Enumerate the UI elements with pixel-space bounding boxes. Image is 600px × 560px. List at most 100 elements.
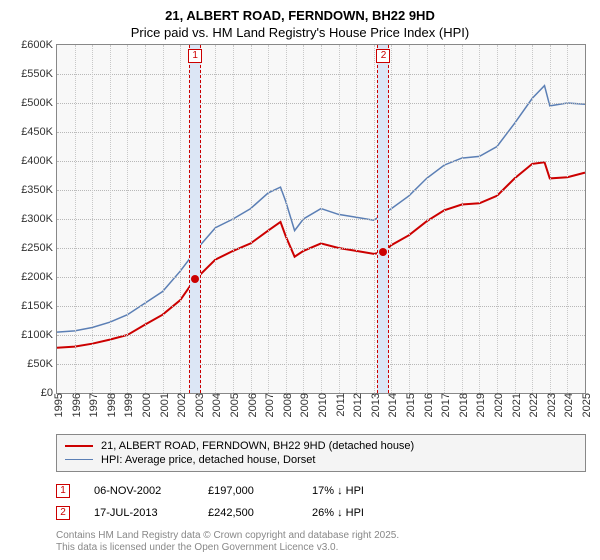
x-axis-label: 2009 — [295, 393, 311, 417]
grid-line-v — [215, 45, 216, 393]
x-axis-label: 2004 — [207, 393, 223, 417]
x-axis-label: 2001 — [155, 393, 171, 417]
grid-line-v — [92, 45, 93, 393]
chart-card: 21, ALBERT ROAD, FERNDOWN, BH22 9HD Pric… — [0, 0, 600, 560]
transaction-date: 06-NOV-2002 — [94, 485, 184, 497]
transaction-table: 1 06-NOV-2002 £197,000 17% ↓ HPI 2 17-JUL-201… — [56, 480, 586, 524]
grid-line-v — [75, 45, 76, 393]
grid-line-v — [391, 45, 392, 393]
chart-title: 21, ALBERT ROAD, FERNDOWN, BH22 9HD — [10, 8, 590, 25]
transaction-diff: 26% ↓ HPI — [312, 507, 392, 519]
x-axis-label: 1997 — [84, 393, 100, 417]
grid-line-v — [374, 45, 375, 393]
y-axis-label: £550K — [21, 68, 57, 80]
x-axis-label: 2014 — [383, 393, 399, 417]
x-axis-label: 2018 — [454, 393, 470, 417]
transaction-index: 1 — [56, 484, 70, 498]
x-axis-label: 2020 — [489, 393, 505, 417]
x-axis-label: 2006 — [243, 393, 259, 417]
grid-line-v — [462, 45, 463, 393]
footer: Contains HM Land Registry data © Crown c… — [56, 530, 586, 555]
x-axis-label: 2003 — [190, 393, 206, 417]
grid-line-v — [110, 45, 111, 393]
grid-line-v — [515, 45, 516, 393]
x-axis-label: 2005 — [225, 393, 241, 417]
y-axis-label: £100K — [21, 329, 57, 341]
transaction-index: 2 — [56, 506, 70, 520]
grid-line-v — [163, 45, 164, 393]
x-axis-label: 1998 — [102, 393, 118, 417]
grid-line-v — [356, 45, 357, 393]
y-axis-label: £200K — [21, 271, 57, 283]
x-axis-label: 2024 — [559, 393, 575, 417]
transaction-point — [379, 248, 387, 256]
grid-line-v — [497, 45, 498, 393]
grid-line-v — [268, 45, 269, 393]
legend-swatch — [65, 445, 93, 447]
plot-area: £0£50K£100K£150K£200K£250K£300K£350K£400… — [56, 44, 586, 394]
y-axis-label: £600K — [21, 39, 57, 51]
grid-line-v — [444, 45, 445, 393]
x-axis-label: 2013 — [366, 393, 382, 417]
x-axis-label: 2015 — [401, 393, 417, 417]
x-axis-label: 2021 — [507, 393, 523, 417]
x-axis-label: 2022 — [524, 393, 540, 417]
y-axis-label: £450K — [21, 126, 57, 138]
x-axis-label: 2023 — [542, 393, 558, 417]
x-axis-label: 2010 — [313, 393, 329, 417]
x-axis-label: 2007 — [260, 393, 276, 417]
footer-line-1: Contains HM Land Registry data © Crown c… — [56, 530, 586, 543]
transaction-row: 2 17-JUL-2013 £242,500 26% ↓ HPI — [56, 502, 586, 524]
x-axis-label: 2002 — [172, 393, 188, 417]
legend-label: 21, ALBERT ROAD, FERNDOWN, BH22 9HD (det… — [101, 440, 414, 452]
x-axis-label: 2012 — [348, 393, 364, 417]
x-axis-label: 2000 — [137, 393, 153, 417]
y-axis-label: £400K — [21, 155, 57, 167]
grid-line-v — [303, 45, 304, 393]
transaction-price: £242,500 — [208, 507, 288, 519]
transaction-date: 17-JUL-2013 — [94, 507, 184, 519]
transaction-price: £197,000 — [208, 485, 288, 497]
x-axis-label: 1995 — [49, 393, 65, 417]
y-axis-label: £250K — [21, 242, 57, 254]
x-axis-label: 2011 — [331, 393, 347, 417]
grid-line-v — [532, 45, 533, 393]
grid-line-v — [567, 45, 568, 393]
grid-line-v — [233, 45, 234, 393]
grid-line-v — [180, 45, 181, 393]
x-axis-label: 2025 — [577, 393, 593, 417]
transaction-point — [191, 275, 199, 283]
x-axis-label: 1999 — [119, 393, 135, 417]
legend: 21, ALBERT ROAD, FERNDOWN, BH22 9HD (det… — [56, 434, 586, 472]
legend-swatch — [65, 459, 93, 460]
x-axis-label: 2017 — [436, 393, 452, 417]
grid-line-v — [427, 45, 428, 393]
grid-line-v — [127, 45, 128, 393]
y-axis-label: £50K — [27, 358, 57, 370]
legend-label: HPI: Average price, detached house, Dors… — [101, 454, 315, 466]
x-axis-label: 2016 — [419, 393, 435, 417]
x-axis-label: 1996 — [67, 393, 83, 417]
y-axis-label: £500K — [21, 97, 57, 109]
grid-line-v — [339, 45, 340, 393]
x-axis-label: 2008 — [278, 393, 294, 417]
x-axis-label: 2019 — [471, 393, 487, 417]
grid-line-v — [286, 45, 287, 393]
grid-line-v — [409, 45, 410, 393]
y-axis-label: £350K — [21, 184, 57, 196]
legend-item: 21, ALBERT ROAD, FERNDOWN, BH22 9HD (det… — [65, 439, 577, 453]
transaction-band — [377, 45, 389, 393]
legend-item: HPI: Average price, detached house, Dors… — [65, 453, 577, 467]
grid-line-v — [251, 45, 252, 393]
transaction-marker: 1 — [188, 49, 202, 63]
grid-line-v — [550, 45, 551, 393]
grid-line-v — [479, 45, 480, 393]
transaction-diff: 17% ↓ HPI — [312, 485, 392, 497]
chart-subtitle: Price paid vs. HM Land Registry's House … — [10, 25, 590, 40]
transaction-row: 1 06-NOV-2002 £197,000 17% ↓ HPI — [56, 480, 586, 502]
transaction-band — [189, 45, 201, 393]
y-axis-label: £150K — [21, 300, 57, 312]
y-axis-label: £300K — [21, 213, 57, 225]
grid-line-v — [145, 45, 146, 393]
footer-line-2: This data is licensed under the Open Gov… — [56, 542, 586, 555]
